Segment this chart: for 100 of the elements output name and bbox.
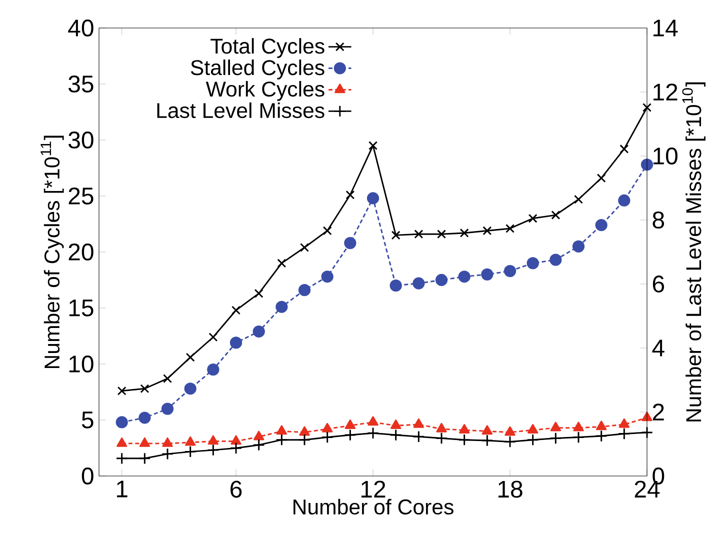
y-tick-label: 20: [68, 243, 94, 260]
point: [550, 432, 562, 444]
point: [322, 422, 333, 432]
legend-label: Total Cycles: [210, 38, 324, 58]
point: [116, 452, 128, 464]
point: [620, 144, 629, 154]
point: [139, 437, 150, 447]
point: [435, 274, 448, 286]
point: [298, 434, 311, 446]
point: [458, 270, 470, 283]
point: [322, 226, 332, 236]
point: [481, 268, 494, 280]
point: [528, 214, 538, 223]
point: [550, 422, 562, 432]
point: [230, 442, 242, 454]
point: [437, 230, 446, 239]
y-axis-title: Number of Cycles [*10$^{11}$]: [40, 136, 64, 368]
point: [346, 190, 355, 200]
point: [640, 158, 654, 171]
point: [368, 416, 378, 426]
y-tick-label: 10: [69, 355, 94, 372]
point: [390, 420, 402, 430]
legend-label: Stalled Cycles: [190, 60, 324, 80]
legend-label: Work Cycles: [206, 81, 324, 101]
point: [207, 364, 220, 376]
point: [504, 436, 516, 448]
point: [184, 436, 196, 446]
point: [162, 437, 173, 447]
point: [161, 448, 174, 460]
point: [232, 306, 241, 315]
point: [482, 425, 493, 435]
point: [140, 384, 150, 394]
point: [504, 264, 516, 278]
point: [412, 430, 425, 443]
point: [573, 422, 584, 432]
point: [412, 277, 425, 290]
point: [254, 288, 264, 298]
y-tick-label: 5: [82, 412, 94, 428]
point: [116, 416, 128, 428]
point: [276, 300, 288, 313]
point: [253, 430, 264, 440]
point: [230, 336, 242, 349]
point: [186, 352, 195, 362]
point: [642, 103, 652, 112]
y2-tick-label: 6: [652, 275, 664, 292]
point: [550, 254, 562, 266]
legend-label: Last Level Misses: [157, 102, 324, 118]
point: [208, 435, 219, 445]
y-tick-label: 40: [68, 19, 94, 36]
point: [207, 444, 220, 456]
point: [344, 236, 356, 250]
point: [116, 437, 128, 447]
point: [481, 434, 494, 447]
point: [458, 434, 470, 446]
point: [184, 382, 196, 395]
point: [460, 228, 469, 238]
x-tick-label: 6: [230, 480, 242, 498]
y2-tick-label: 2: [652, 404, 664, 420]
point: [208, 332, 218, 342]
point: [184, 446, 196, 458]
point: [595, 219, 608, 232]
point: [391, 230, 400, 240]
point: [595, 430, 608, 442]
point: [344, 420, 356, 430]
point: [252, 438, 265, 452]
point: [458, 424, 470, 434]
point: [574, 194, 584, 204]
point: [572, 240, 585, 252]
y-tick-label: 30: [68, 131, 94, 148]
point: [596, 174, 606, 183]
x-axis-title: Number of Cores: [294, 498, 454, 515]
y2-tick-label: 10: [654, 147, 678, 164]
point: [276, 425, 288, 435]
point: [252, 325, 265, 338]
x-tick-label: 12: [361, 480, 386, 498]
y2-tick-label: 4: [652, 340, 664, 356]
point: [526, 434, 539, 446]
y2-tick-label: 14: [654, 20, 678, 36]
point: [640, 426, 654, 439]
point: [138, 452, 151, 464]
y2-tick-label: 12: [654, 84, 678, 100]
point: [551, 210, 560, 220]
point: [572, 431, 585, 444]
point: [138, 412, 151, 424]
point: [390, 428, 402, 442]
point: [163, 374, 172, 384]
point: [230, 435, 242, 445]
x-tick-label: 18: [498, 480, 522, 498]
point: [618, 194, 630, 207]
point: [161, 402, 174, 415]
y2-axis-title: Number of Last Level Misses [*10$^{10}$]: [682, 82, 706, 422]
point: [321, 431, 334, 444]
point: [276, 434, 288, 446]
point: [321, 270, 334, 283]
y-tick-label: 35: [68, 75, 94, 92]
y-tick-label: 0: [82, 467, 94, 484]
point: [596, 420, 607, 430]
point: [298, 284, 311, 296]
point: [414, 230, 424, 239]
point: [366, 427, 380, 440]
